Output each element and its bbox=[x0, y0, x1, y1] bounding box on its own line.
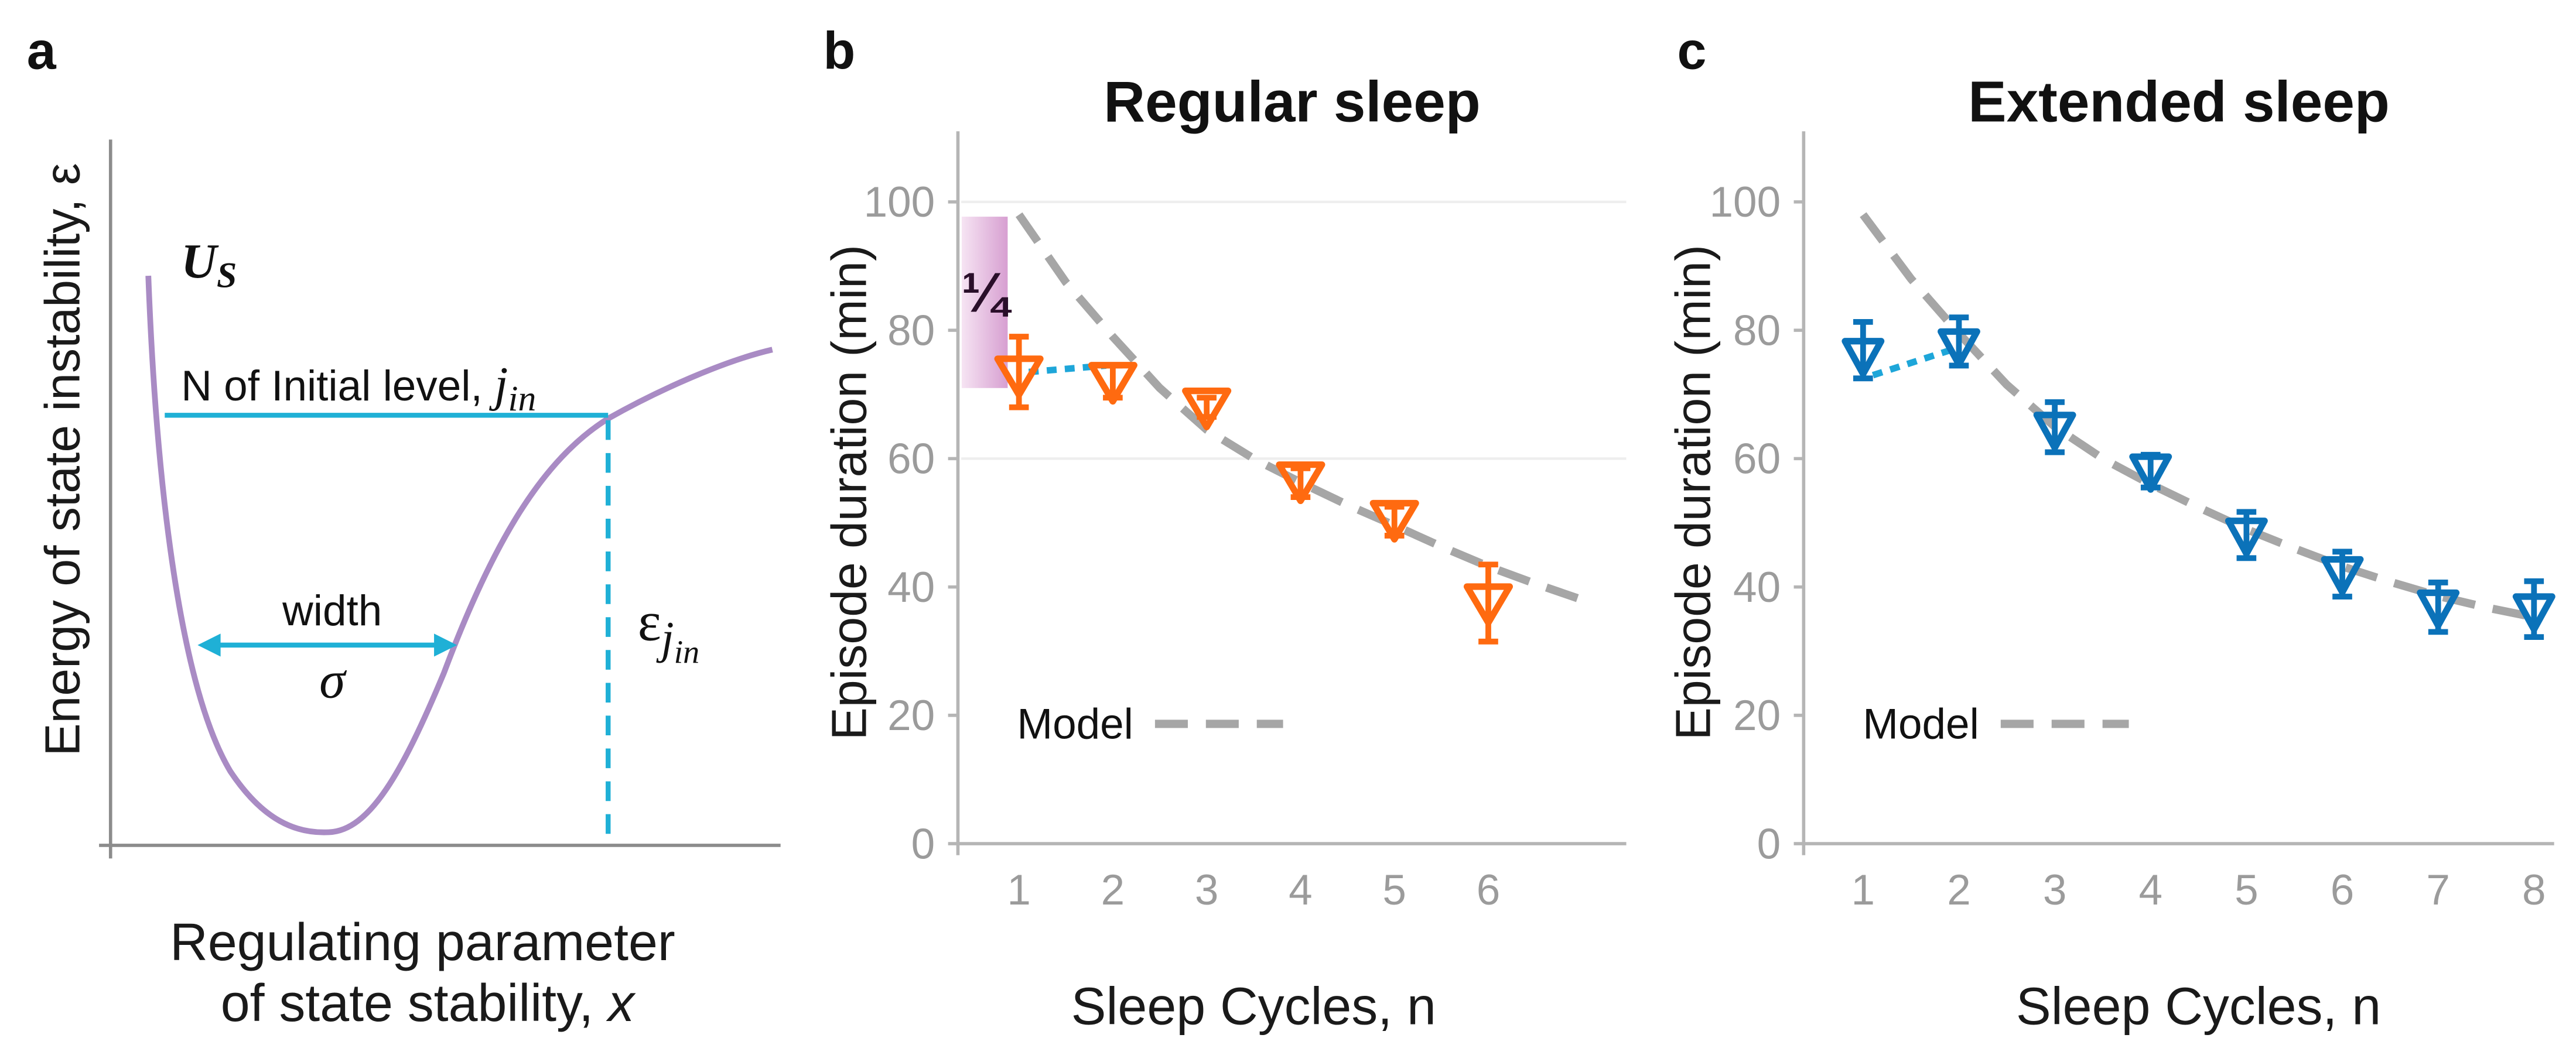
y-tick-label: 0 bbox=[1757, 820, 1781, 868]
y-tick-label: 80 bbox=[887, 307, 935, 354]
data-point-marker bbox=[2512, 593, 2555, 633]
x-tick-label: 4 bbox=[2138, 866, 2162, 914]
x-axis-label: Sleep Cycles, n bbox=[1071, 978, 1436, 1036]
data-point-marker bbox=[1182, 388, 1232, 430]
x-tick-label: 5 bbox=[1382, 866, 1406, 914]
x-tick-label: 6 bbox=[1477, 866, 1501, 914]
data-point-marker bbox=[2225, 518, 2268, 557]
model-curve bbox=[1860, 212, 2535, 622]
data-point-marker bbox=[2129, 453, 2172, 493]
x-tick-label: 1 bbox=[1851, 866, 1875, 914]
energy-subscript: in bbox=[674, 635, 700, 671]
quarter-annotation: ¼ bbox=[961, 262, 1012, 324]
x-axis-label: Sleep Cycles, n bbox=[2016, 978, 2381, 1036]
x-axis-variable: x bbox=[606, 974, 636, 1033]
connector-line bbox=[1871, 346, 1953, 379]
initial-level-subscript: in bbox=[508, 379, 536, 419]
y-tick-label: 0 bbox=[911, 820, 935, 868]
y-tick-label: 20 bbox=[1733, 692, 1781, 739]
chart-title: Extended sleep bbox=[1968, 69, 2390, 133]
connector-line bbox=[1028, 362, 1107, 375]
arrow-left-icon bbox=[197, 633, 221, 657]
panel-label: a bbox=[27, 22, 57, 81]
panel-label: b bbox=[824, 22, 856, 81]
potential-label: US bbox=[181, 234, 237, 296]
x-tick-label: 8 bbox=[2522, 866, 2546, 914]
y-tick-label: 20 bbox=[887, 692, 935, 739]
panel-label: c bbox=[1677, 22, 1706, 81]
data-point-marker bbox=[1938, 328, 1980, 368]
data-point-marker bbox=[1088, 362, 1137, 405]
x-tick-label: 6 bbox=[2331, 866, 2355, 914]
energy-level-label: εjin bbox=[638, 590, 699, 670]
y-axis-label: Episode duration (min) bbox=[821, 245, 876, 740]
y-tick-label: 80 bbox=[1733, 307, 1781, 354]
y-axis-label: Energy of state instability, ε bbox=[35, 163, 90, 756]
x-tick-label: 2 bbox=[1947, 866, 1971, 914]
y-tick-label: 60 bbox=[887, 436, 935, 483]
x-tick-label: 4 bbox=[1289, 866, 1313, 914]
chart-title: Regular sleep bbox=[1103, 69, 1480, 133]
legend-label: Model bbox=[1863, 701, 1979, 748]
x-tick-label: 7 bbox=[2426, 866, 2450, 914]
model-curve bbox=[1015, 212, 1584, 604]
arrow-right-icon bbox=[434, 633, 457, 657]
panel-c: 0 20 40 60 80 100 1 2 3 4 5 6 7 8 c Extended sleep Sleep… bbox=[1666, 22, 2555, 1036]
x-tick-label: 3 bbox=[2043, 866, 2067, 914]
x-tick-label: 1 bbox=[1007, 866, 1031, 914]
panel-a: a Energy of state instability, ε Regulat… bbox=[27, 22, 781, 1033]
y-tick-label: 40 bbox=[887, 564, 935, 611]
data-point-marker bbox=[1463, 583, 1514, 626]
x-axis-label-line1: Regulating parameter bbox=[170, 913, 675, 972]
data-point-marker bbox=[994, 355, 1044, 399]
legend-label: Model bbox=[1017, 701, 1133, 748]
data-point-marker bbox=[1276, 461, 1325, 504]
panel-b: ¼ 0 20 40 60 80 100 1 2 3 4 5 6 b Regular sleep Sleep C… bbox=[821, 22, 1627, 1036]
data-point-marker bbox=[2033, 412, 2076, 451]
data-point-marker bbox=[2417, 589, 2460, 629]
y-tick-label: 100 bbox=[864, 179, 935, 226]
data-point-marker bbox=[1842, 338, 1885, 378]
y-tick-label: 100 bbox=[1710, 179, 1781, 226]
data-point-marker bbox=[1369, 499, 1419, 543]
width-symbol: σ bbox=[319, 652, 347, 710]
x-tick-label: 3 bbox=[1195, 866, 1219, 914]
y-tick-label: 60 bbox=[1733, 436, 1781, 483]
initial-level-text: N of Initial level, bbox=[181, 362, 494, 410]
x-tick-label: 5 bbox=[2235, 866, 2259, 914]
potential-subscript: S bbox=[217, 256, 237, 296]
y-axis-label: Episode duration (min) bbox=[1666, 245, 1721, 740]
x-tick-label: 2 bbox=[1101, 866, 1125, 914]
x-axis-label-text: of state stability, bbox=[221, 974, 608, 1033]
potential-symbol: U bbox=[181, 234, 219, 289]
x-axis-label-line2: of state stability, x bbox=[221, 974, 636, 1033]
energy-symbol: ε bbox=[638, 590, 661, 652]
width-label: width bbox=[282, 587, 382, 635]
data-point-marker bbox=[2321, 556, 2364, 596]
initial-level-label: N of Initial level, jin bbox=[181, 357, 536, 419]
potential-curve bbox=[145, 275, 773, 835]
y-tick-label: 40 bbox=[1733, 564, 1781, 611]
